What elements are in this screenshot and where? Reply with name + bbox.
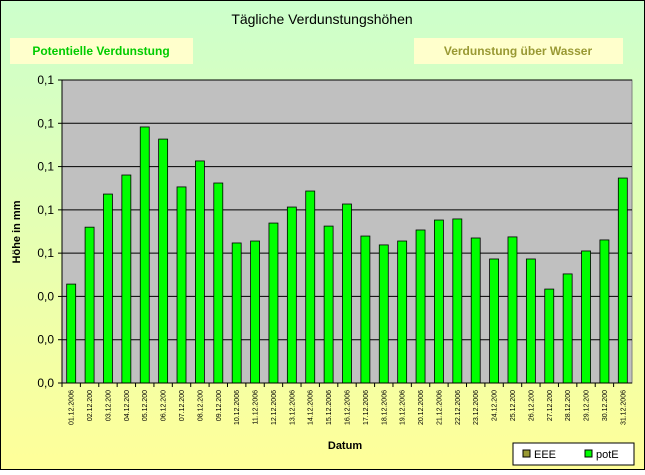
bar	[342, 203, 352, 384]
x-tick-label: 09.12.200	[216, 390, 223, 421]
x-tick-label: 14.12.2006	[308, 390, 315, 425]
bar	[231, 242, 242, 384]
x-tick-label: 29.12.200	[584, 390, 591, 421]
x-tick-label: 10.12.2006	[234, 390, 241, 425]
bar	[286, 206, 297, 384]
x-tick-label: 03.12.200	[105, 390, 112, 421]
x-tick-label: 17.12.2006	[363, 390, 370, 425]
bar	[121, 174, 132, 384]
y-tick-label: 0,0	[37, 376, 54, 390]
bar	[562, 273, 573, 384]
bar	[84, 226, 95, 384]
bar	[103, 193, 113, 384]
chart-title: Tägliche Verdunstungshöhen	[231, 11, 412, 27]
bar	[507, 236, 518, 384]
x-tick-label: 31.12.2006	[620, 390, 627, 425]
bar	[323, 225, 334, 384]
x-tick-label: 22.12.2006	[455, 390, 462, 425]
y-tick-label: 0,1	[37, 160, 54, 174]
legend-swatch	[522, 449, 531, 458]
bar	[195, 160, 205, 384]
x-tick-label: 26.12.200	[528, 390, 535, 421]
x-tick-label: 02.12.200	[87, 390, 94, 421]
bar	[470, 237, 481, 384]
bar	[581, 250, 591, 384]
x-tick-label: 23.12.2006	[473, 390, 480, 425]
x-tick-label: 15.12.2006	[326, 390, 333, 425]
bar	[617, 177, 628, 384]
bar	[452, 218, 463, 384]
x-tick-label: 27.12.200	[547, 390, 554, 421]
x-tick-label: 06.12.200	[161, 390, 168, 421]
bar	[489, 258, 499, 384]
x-tick-label: 21.12.2006	[436, 390, 443, 425]
y-axis-label: Höhe in mm	[11, 200, 23, 263]
bar	[158, 138, 169, 384]
bar	[599, 239, 610, 384]
x-tick-label: 28.12.200	[565, 390, 572, 421]
legend-label: potE	[596, 449, 619, 461]
x-tick-label: 11.12.2006	[253, 390, 260, 425]
annotation: Potentielle Verdunstung	[32, 44, 169, 58]
x-tick-label: 04.12.200	[124, 390, 131, 421]
x-tick-label: 08.12.200	[197, 390, 204, 421]
y-tick-label: 0,1	[37, 116, 54, 130]
x-tick-label: 12.12.2006	[271, 390, 278, 425]
bar	[250, 240, 260, 384]
bar	[525, 258, 536, 384]
bar	[213, 182, 224, 384]
x-tick-label: 19.12.2006	[400, 390, 407, 425]
x-tick-label: 05.12.200	[142, 390, 149, 421]
bar	[176, 186, 187, 384]
bar	[544, 288, 555, 384]
x-tick-label: 07.12.200	[179, 390, 186, 421]
bar	[305, 190, 316, 384]
bar	[268, 222, 279, 384]
x-tick-label: 18.12.2006	[381, 390, 388, 425]
x-tick-label: 16.12.2006	[345, 390, 352, 425]
legend-swatch	[584, 449, 593, 458]
annotation: Verdunstung über Wasser	[444, 44, 593, 58]
x-tick-label: 30.12.200	[602, 390, 609, 421]
y-tick-label: 0,1	[37, 73, 54, 87]
bar	[139, 126, 150, 384]
x-tick-label: 20.12.2006	[418, 390, 425, 425]
bar	[434, 219, 444, 384]
bar	[415, 229, 426, 384]
x-tick-label: 24.12.200	[492, 390, 499, 421]
x-tick-label: 25.12.200	[510, 390, 517, 421]
bar	[378, 244, 389, 384]
bar	[397, 240, 408, 384]
legend	[512, 442, 635, 466]
annotation-box	[414, 38, 623, 64]
x-tick-label: 01.12.2006	[69, 390, 76, 425]
y-tick-label: 0,1	[37, 203, 54, 217]
x-axis-label: Datum	[328, 440, 362, 452]
y-tick-label: 0,0	[37, 289, 54, 303]
legend-label: EEE	[534, 449, 556, 461]
y-tick-label: 0,1	[37, 246, 54, 260]
x-tick-label: 13.12.2006	[289, 390, 296, 425]
annotation-box	[10, 38, 193, 64]
y-tick-label: 0,0	[37, 333, 54, 347]
bar	[360, 235, 371, 384]
bar	[66, 283, 77, 384]
